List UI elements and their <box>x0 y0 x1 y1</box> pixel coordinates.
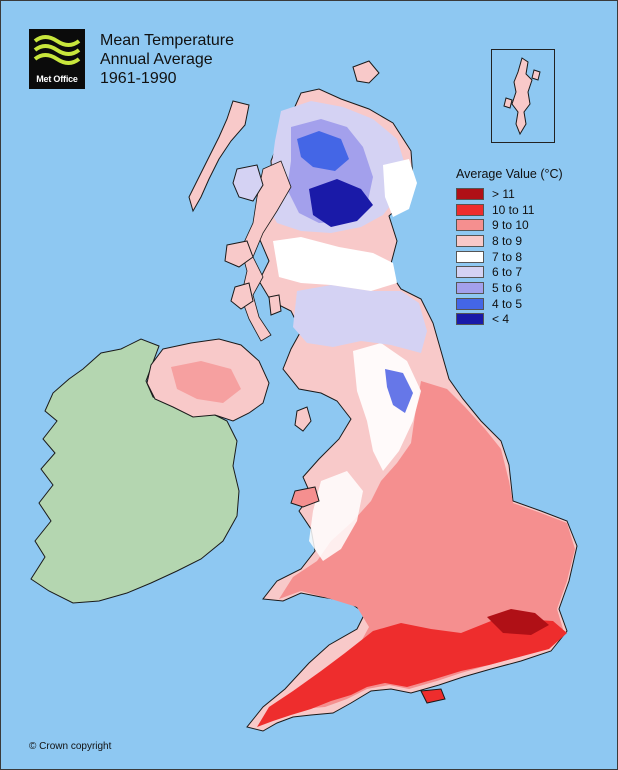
legend-label: 4 to 5 <box>492 296 523 311</box>
outer-hebrides <box>188 100 250 213</box>
skye-island <box>232 164 264 202</box>
isle-of-man <box>294 406 312 432</box>
legend-swatch <box>456 250 484 263</box>
logo-text: Met Office <box>36 74 78 84</box>
ireland-landmass <box>30 338 240 604</box>
islay-island <box>230 282 254 310</box>
legend-swatch <box>456 203 484 216</box>
highlands-very-cold-zone <box>297 131 349 171</box>
legend-item: 9 to 10 <box>456 217 563 233</box>
central-scotland-zone <box>273 237 397 291</box>
legend-label: 10 to 11 <box>492 202 535 217</box>
copyright-notice: © Crown copyright <box>29 741 112 752</box>
shetland-inset <box>491 49 555 143</box>
legend-item: < 4 <box>456 312 563 328</box>
southern-scotland-zone <box>293 285 427 353</box>
met-office-logo: Met Office <box>29 29 85 89</box>
legend-item: 10 to 11 <box>456 202 563 218</box>
south-coast-hot-zone <box>257 619 567 727</box>
legend-label: < 4 <box>492 312 510 327</box>
legend-item: 4 to 5 <box>456 296 563 312</box>
title-line-3: 1961-1990 <box>100 70 177 87</box>
legend-label: 8 to 9 <box>492 233 523 248</box>
legend-item: > 11 <box>456 186 563 202</box>
london-hot-zone <box>487 609 549 635</box>
mull-island <box>224 240 254 268</box>
legend-title: Average Value (°C) <box>456 167 563 181</box>
legend-label: 9 to 10 <box>492 218 529 233</box>
isle-of-wight <box>420 688 446 704</box>
legend-label: 6 to 7 <box>492 265 523 280</box>
title-line-2: Annual Average <box>100 51 213 68</box>
legend-swatch <box>456 266 484 279</box>
legend-label: > 11 <box>492 186 515 201</box>
legend-item: 6 to 7 <box>456 264 563 280</box>
legend-swatch <box>456 187 484 200</box>
legend-label: 5 to 6 <box>492 280 523 295</box>
scotland-east-coast-zone <box>383 159 417 217</box>
pennines-cold-zone <box>385 369 413 413</box>
legend-swatch <box>456 234 484 247</box>
legend-swatch <box>456 281 484 294</box>
title-line-1: Mean Temperature <box>100 32 234 49</box>
wales-cool-zone <box>309 471 363 561</box>
legend-item: 7 to 8 <box>456 249 563 265</box>
anglesey-island <box>290 486 320 508</box>
shetland-islands-map <box>503 57 541 136</box>
legend-swatch <box>456 297 484 310</box>
legend-swatch <box>456 313 484 326</box>
legend-item: 8 to 9 <box>456 233 563 249</box>
northern-ireland-warm-patch <box>171 361 241 403</box>
legend-label: 7 to 8 <box>492 249 523 264</box>
orkney-islands <box>352 60 380 84</box>
legend-swatch <box>456 219 484 232</box>
legend-item: 5 to 6 <box>456 280 563 296</box>
map-legend: Average Value (°C) > 11 10 to 11 9 to 10 8 … <box>456 167 563 327</box>
arran-island <box>268 294 282 316</box>
logo-waves-icon <box>33 35 81 65</box>
map-title: Mean Temperature Annual Average 1961-199… <box>100 31 234 88</box>
cairngorms-coldest-zone <box>309 179 373 227</box>
